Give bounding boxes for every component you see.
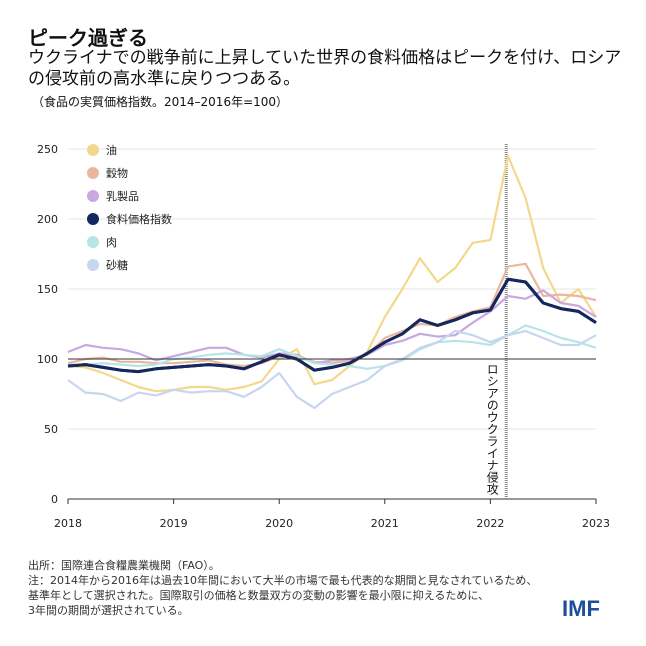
series-line-2: [67, 289, 597, 365]
chart-note: （食品の実質価格指数。2014–2016年=100）: [32, 95, 289, 109]
legend-swatch: [87, 144, 99, 156]
y-tick-label: 150: [37, 283, 58, 296]
legend-swatch: [87, 167, 99, 179]
legend-label: 油: [106, 143, 117, 157]
legend-swatch: [87, 259, 99, 271]
chart-subtitle: ウクライナでの戦争前に上昇していた世界の食料価格はピークを付け、ロシアの侵攻前の…: [28, 48, 622, 89]
legend-label: 肉: [106, 236, 117, 249]
x-tick-label: 2021: [371, 517, 399, 530]
footnote-line-1: 注：2014年から2016年は過去10年間において大半の市場で最も代表的な期間と…: [28, 574, 538, 587]
y-tick-label: 50: [44, 423, 58, 436]
legend-swatch: [87, 190, 99, 202]
series-line-5: [67, 329, 597, 410]
source-text: 出所：国際連合食糧農業機関（FAO）。: [28, 559, 220, 572]
legend-label: 食料価格指数: [106, 212, 172, 226]
y-tick-label: 0: [51, 493, 58, 506]
series-line-1: [67, 262, 597, 368]
x-tick-label: 2019: [160, 517, 188, 530]
invasion-annotation-label: ロシアのウクライナ侵攻: [485, 363, 499, 496]
x-tick-label: 2020: [265, 517, 293, 530]
series-line-0: [67, 154, 597, 393]
series-line-food-index: [67, 277, 597, 374]
legend-swatch: [87, 236, 99, 248]
footnote-line-2: 基準年として選択された。国際取引の価格と数量双方の変動の影響を最小限に抑えるため…: [28, 589, 490, 602]
legend-label: 穀物: [106, 166, 128, 180]
x-tick-label: 2022: [476, 517, 504, 530]
footer: 出所：国際連合食糧農業機関（FAO）。 注：2014年から2016年は過去10年…: [28, 558, 628, 618]
x-tick-label: 2018: [54, 517, 82, 530]
footnote-line-3: 3年間の期間が選択されている。: [28, 604, 189, 617]
y-tick-label: 100: [37, 353, 58, 366]
chart-title: ピーク過ぎる: [28, 26, 148, 50]
y-tick-label: 250: [37, 143, 58, 156]
legend-swatch: [87, 213, 99, 225]
legend-label: 砂糖: [106, 258, 128, 272]
x-tick-label: 2023: [582, 517, 610, 530]
y-tick-label: 200: [37, 213, 58, 226]
imf-logo: IMF: [562, 596, 600, 621]
legend-label: 乳製品: [106, 189, 139, 203]
